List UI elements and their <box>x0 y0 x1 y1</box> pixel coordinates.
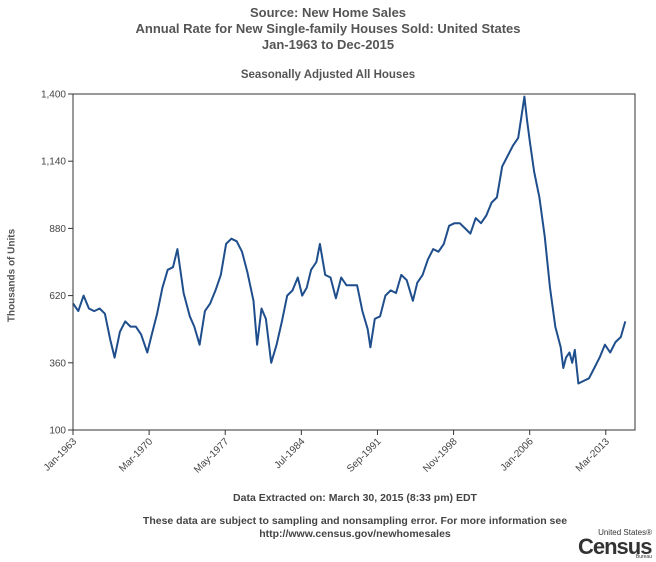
x-tick-label: Jul-1984 <box>273 436 308 471</box>
chart-subtitle: Seasonally Adjusted All Houses <box>240 69 416 81</box>
x-tick-label: Mar-2013 <box>574 436 612 474</box>
logo-bureau: Bureau <box>635 554 652 560</box>
y-tick-label: 100 <box>49 426 66 437</box>
y-tick-label: 880 <box>49 224 66 235</box>
y-tick-label: 360 <box>49 358 66 369</box>
x-tick-label: Sep-1991 <box>345 436 384 475</box>
data-extracted-note: Data Extracted on: March 30, 2015 (8:33 … <box>233 492 477 504</box>
plot-area-frame <box>72 93 636 431</box>
sampling-note: These data are subject to sampling and n… <box>0 515 656 541</box>
chart-header: Source: New Home Sales Annual Rate for N… <box>0 5 656 53</box>
census-logo: United States® Census Bureau <box>578 528 654 560</box>
y-tick-label: 1,400 <box>41 90 66 101</box>
logo-united-states: United States® <box>598 528 652 537</box>
date-range-title: Jan-1963 to Dec-2015 <box>261 37 395 52</box>
series-line <box>72 95 627 385</box>
x-tick-label: May-1977 <box>192 436 232 476</box>
y-tick-label: 620 <box>49 291 66 302</box>
sampling-note-text: These data are subject to sampling and n… <box>142 515 568 527</box>
y-tick-label: 1,140 <box>41 157 66 168</box>
x-tick-label: Jan-1963 <box>42 436 80 474</box>
x-tick-label: Nov-1998 <box>421 436 460 475</box>
logo-census: Census <box>578 534 652 559</box>
x-tick-label: Mar-1970 <box>117 436 155 474</box>
x-tick-label: Jan-2006 <box>499 436 537 474</box>
main-title: Annual Rate for New Single-family Houses… <box>135 21 521 36</box>
x-axis: Jan-1963 Mar-1970 May-1977 Jul-1984 Sep-1991… <box>42 430 612 476</box>
census-url-link[interactable]: http://www.census.gov/newhomesales <box>259 528 451 540</box>
source-title: Source: New Home Sales <box>249 5 407 20</box>
y-axis: 100 360 620 880 1,140 1,400 <box>41 90 73 437</box>
